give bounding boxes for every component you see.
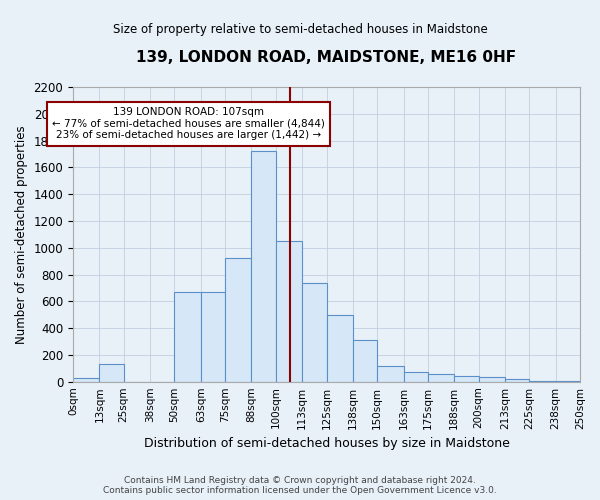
Bar	[276, 241, 302, 382]
Bar	[454, 376, 479, 382]
Bar	[479, 377, 505, 382]
Bar	[556, 381, 580, 382]
Bar	[404, 372, 428, 382]
Bar	[353, 340, 377, 382]
Bar	[201, 292, 225, 382]
Bar	[73, 378, 100, 382]
Bar	[505, 379, 529, 382]
Bar	[175, 292, 201, 382]
Text: Contains HM Land Registry data © Crown copyright and database right 2024.
Contai: Contains HM Land Registry data © Crown c…	[103, 476, 497, 495]
Y-axis label: Number of semi-detached properties: Number of semi-detached properties	[15, 125, 28, 344]
Text: Size of property relative to semi-detached houses in Maidstone: Size of property relative to semi-detach…	[113, 22, 487, 36]
Bar	[326, 314, 353, 382]
Bar	[100, 364, 124, 382]
Bar	[225, 258, 251, 382]
Bar	[428, 374, 454, 382]
Bar	[529, 381, 556, 382]
X-axis label: Distribution of semi-detached houses by size in Maidstone: Distribution of semi-detached houses by …	[143, 437, 509, 450]
Bar	[377, 366, 404, 382]
Text: 139 LONDON ROAD: 107sqm
← 77% of semi-detached houses are smaller (4,844)
23% of: 139 LONDON ROAD: 107sqm ← 77% of semi-de…	[52, 107, 325, 140]
Title: 139, LONDON ROAD, MAIDSTONE, ME16 0HF: 139, LONDON ROAD, MAIDSTONE, ME16 0HF	[136, 50, 517, 65]
Bar	[302, 283, 326, 382]
Bar	[251, 152, 276, 382]
